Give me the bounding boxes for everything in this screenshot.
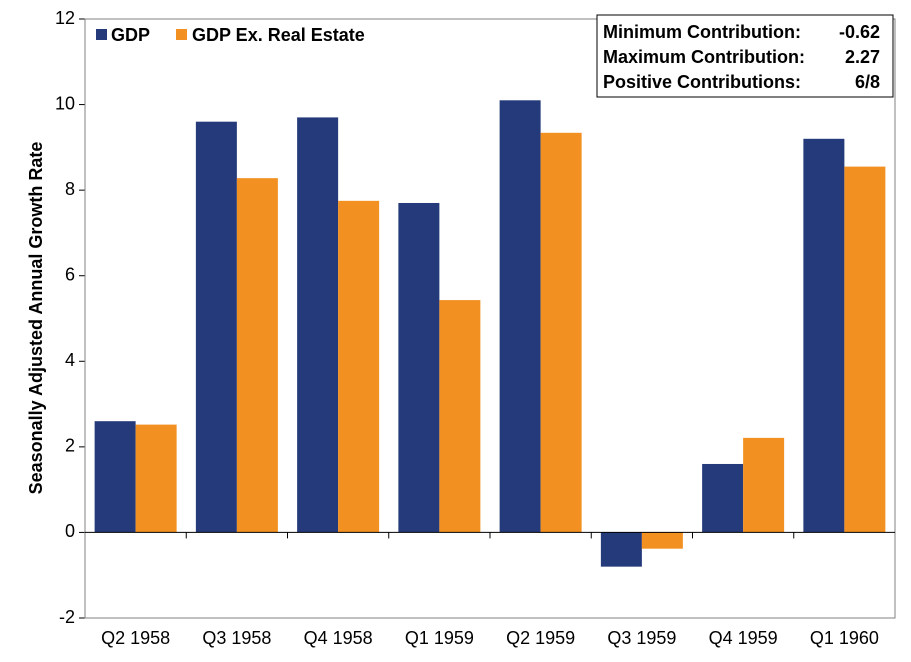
- bar-gdp: [195, 121, 237, 533]
- y-axis: -2 0 2 4 6 8 10 12: [55, 8, 85, 627]
- y-tick-label: 6: [65, 264, 75, 284]
- bar-gdp-ex-real-estate: [135, 424, 177, 533]
- y-tick-label: -2: [59, 607, 75, 627]
- stats-box-frame: [596, 14, 894, 98]
- x-tick-label: Q2 1959: [506, 628, 575, 648]
- bar-gdp-ex-real-estate: [439, 300, 481, 533]
- bar-gdp-ex-real-estate: [641, 532, 683, 549]
- legend-swatch-gdp-ex-real-estate: [176, 29, 187, 40]
- bar-gdp-ex-real-estate: [338, 200, 380, 533]
- legend-label-gdp-ex-real-estate: GDP Ex. Real Estate: [192, 25, 365, 45]
- stats-box: Minimum Contribution: -0.62 Maximum Cont…: [596, 14, 894, 98]
- y-axis-label: Seasonally Adjusted Annual Growth Rate: [26, 142, 46, 495]
- bar-gdp-ex-real-estate: [540, 132, 582, 533]
- bar-gdp: [600, 532, 642, 567]
- legend-label-gdp: GDP: [111, 25, 150, 45]
- y-tick-label: 0: [65, 521, 75, 541]
- bar-gdp-ex-real-estate: [743, 437, 785, 533]
- stats-value-positive: 6/8: [855, 72, 880, 92]
- x-tick-label: Q4 1959: [709, 628, 778, 648]
- x-tick-label: Q2 1958: [101, 628, 170, 648]
- bar-gdp: [702, 463, 744, 533]
- bar-gdp: [94, 421, 136, 533]
- bar-gdp: [398, 202, 440, 533]
- legend-swatch-gdp: [96, 29, 107, 40]
- bar-gdp: [803, 138, 845, 533]
- bars: [94, 100, 886, 567]
- x-tick-label: Q4 1958: [304, 628, 373, 648]
- y-tick-label: 4: [65, 350, 75, 370]
- stats-value-min: -0.62: [839, 22, 880, 42]
- y-tick-label: 2: [65, 436, 75, 456]
- bar-gdp: [297, 117, 339, 533]
- x-tick-label: Q3 1959: [607, 628, 676, 648]
- stats-label-min: Minimum Contribution:: [603, 22, 801, 42]
- plot-frame: [84, 18, 896, 619]
- bar-gdp: [499, 100, 541, 533]
- y-tick-label: 8: [65, 179, 75, 199]
- legend: GDP GDP Ex. Real Estate: [96, 25, 365, 45]
- bar-gdp-ex-real-estate: [236, 178, 278, 533]
- stats-label-positive: Positive Contributions:: [603, 72, 801, 92]
- bar-gdp-ex-real-estate: [844, 166, 886, 533]
- y-tick-label: 10: [55, 93, 75, 113]
- x-tick-label: Q1 1959: [405, 628, 474, 648]
- y-tick-label: 12: [55, 8, 75, 28]
- stats-label-max: Maximum Contribution:: [603, 47, 805, 67]
- x-axis: Q2 1958 Q3 1958 Q4 1958 Q1 1959 Q2 1959 Q3 19…: [101, 532, 879, 648]
- stats-value-max: 2.27: [845, 47, 880, 67]
- x-tick-label: Q3 1958: [202, 628, 271, 648]
- x-tick-label: Q1 1960: [810, 628, 879, 648]
